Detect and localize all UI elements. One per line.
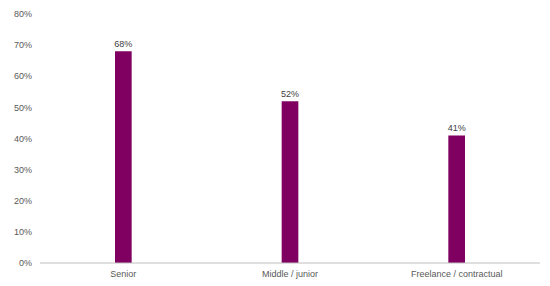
svg-text:70%: 70% <box>14 40 32 50</box>
svg-text:Senior: Senior <box>110 269 136 279</box>
svg-text:20%: 20% <box>14 196 32 206</box>
svg-text:30%: 30% <box>14 165 32 175</box>
svg-text:41%: 41% <box>448 123 466 133</box>
svg-text:68%: 68% <box>114 39 132 49</box>
svg-text:52%: 52% <box>281 89 299 99</box>
svg-text:10%: 10% <box>14 227 32 237</box>
svg-text:Middle / junior: Middle / junior <box>262 269 318 279</box>
svg-text:0%: 0% <box>19 258 32 268</box>
svg-text:50%: 50% <box>14 103 32 113</box>
svg-text:60%: 60% <box>14 71 32 81</box>
svg-text:Freelance / contractual: Freelance / contractual <box>411 269 503 279</box>
svg-text:80%: 80% <box>14 9 32 19</box>
svg-text:40%: 40% <box>14 134 32 144</box>
